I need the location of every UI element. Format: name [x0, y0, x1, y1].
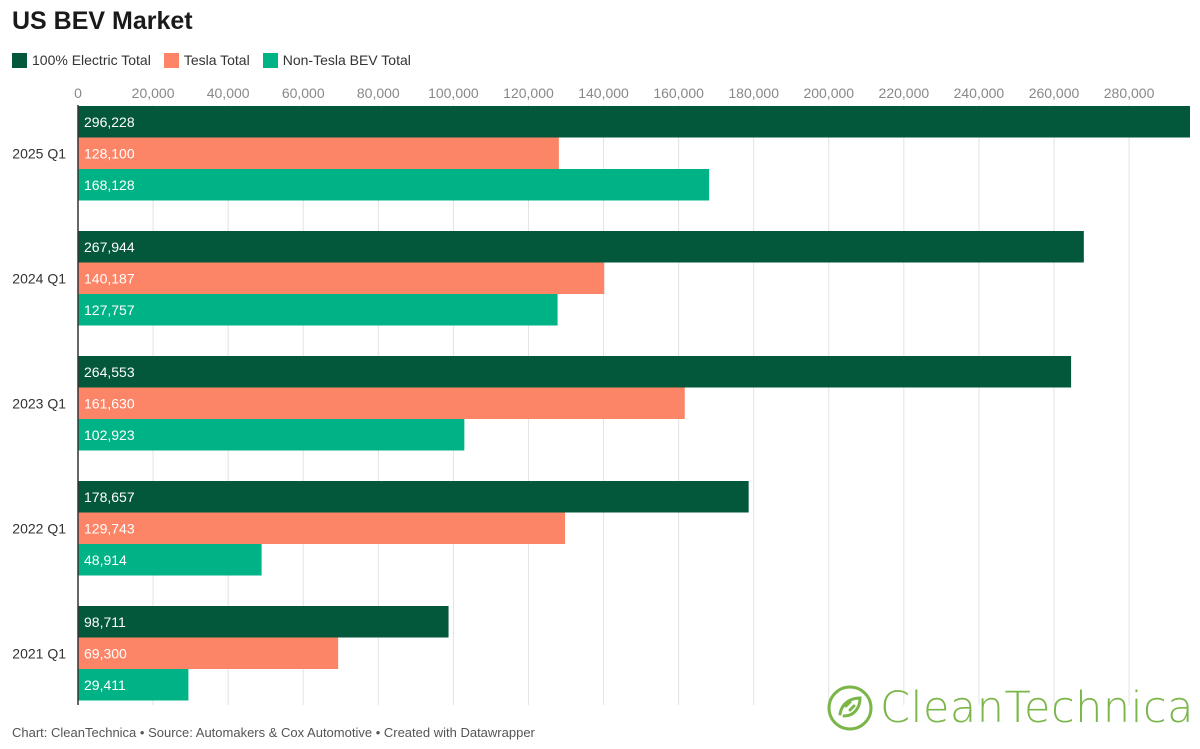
logo-text: CleanTechnica: [880, 683, 1195, 733]
x-tick-label: 280,000: [1104, 85, 1155, 101]
footer-separator: •: [372, 725, 384, 740]
bar: [78, 544, 262, 576]
bar-value-label: 102,923: [84, 427, 135, 443]
x-tick-label: 100,000: [428, 85, 479, 101]
bar-value-label: 69,300: [84, 645, 127, 661]
footer-created-with: Created with Datawrapper: [383, 725, 535, 740]
legend-label-electric: 100% Electric Total: [32, 52, 151, 68]
legend-label-tesla: Tesla Total: [183, 52, 250, 68]
bar: [78, 106, 1190, 138]
bar: [78, 294, 558, 326]
plug-leaf-icon: [827, 685, 873, 731]
category-label: 2024 Q1: [12, 270, 66, 286]
x-tick-label: 0: [74, 85, 82, 101]
bar-value-label: 128,100: [84, 145, 135, 161]
bar-value-label: 161,630: [84, 395, 135, 411]
bar: [78, 419, 465, 451]
x-tick-label: 160,000: [653, 85, 704, 101]
x-tick-label: 180,000: [728, 85, 779, 101]
bar: [78, 512, 566, 544]
x-tick-label: 60,000: [282, 85, 325, 101]
bar-value-label: 29,411: [84, 677, 126, 693]
bar: [78, 231, 1084, 263]
category-label: 2022 Q1: [12, 520, 66, 536]
category-label: 2021 Q1: [12, 645, 66, 661]
x-tick-label: 120,000: [503, 85, 554, 101]
bar-value-label: 127,757: [84, 302, 135, 318]
chart-title: US BEV Market: [12, 7, 193, 35]
bar-value-label: 98,711: [84, 614, 126, 630]
bar-value-label: 264,553: [84, 364, 135, 380]
bar: [78, 137, 559, 169]
x-tick-label: 80,000: [357, 85, 400, 101]
bar: [78, 262, 605, 294]
bar: [78, 606, 449, 638]
x-tick-label: 240,000: [954, 85, 1005, 101]
x-tick-label: 220,000: [879, 85, 930, 101]
bar: [78, 637, 339, 669]
legend-swatch-non-tesla: [262, 52, 278, 68]
legend-swatch-electric: [12, 52, 27, 68]
bar-value-label: 296,228: [84, 114, 135, 130]
footer-chart-credit: Chart: CleanTechnica: [12, 725, 137, 740]
bar: [78, 481, 749, 513]
x-tick-label: 260,000: [1029, 85, 1080, 101]
legend-label-non-tesla: Non-Tesla BEV Total: [282, 52, 411, 68]
legend-item-non-tesla: Non-Tesla BEV Total: [262, 52, 411, 68]
legend-item-electric: 100% Electric Total: [12, 52, 151, 68]
cleantechnica-logo: CleanTechnica: [826, 683, 1194, 733]
bar-value-label: 178,657: [84, 489, 135, 505]
x-tick-label: 200,000: [803, 85, 854, 101]
chart-footer: Chart: CleanTechnica • Source: Automaker…: [12, 725, 535, 740]
x-tick-label: 20,000: [132, 85, 175, 101]
bar: [78, 669, 189, 701]
footer-source: Source: Automakers & Cox Automotive: [148, 725, 373, 740]
legend-swatch-tesla: [163, 52, 179, 68]
bar-value-label: 48,914: [84, 552, 127, 568]
bar: [78, 356, 1072, 388]
category-label: 2025 Q1: [12, 145, 66, 161]
legend: 100% Electric Total Tesla Total Non-Tesl…: [12, 52, 424, 68]
bar-value-label: 267,944: [84, 239, 135, 255]
legend-item-tesla: Tesla Total: [163, 52, 250, 68]
bar: [78, 169, 710, 201]
bar-value-label: 140,187: [84, 270, 135, 286]
bar-value-label: 168,128: [84, 177, 135, 193]
bar-value-label: 129,743: [84, 520, 135, 536]
category-label: 2023 Q1: [12, 395, 66, 411]
x-tick-label: 140,000: [578, 85, 629, 101]
footer-separator: •: [136, 725, 149, 740]
bar: [78, 387, 685, 419]
x-tick-label: 40,000: [207, 85, 250, 101]
